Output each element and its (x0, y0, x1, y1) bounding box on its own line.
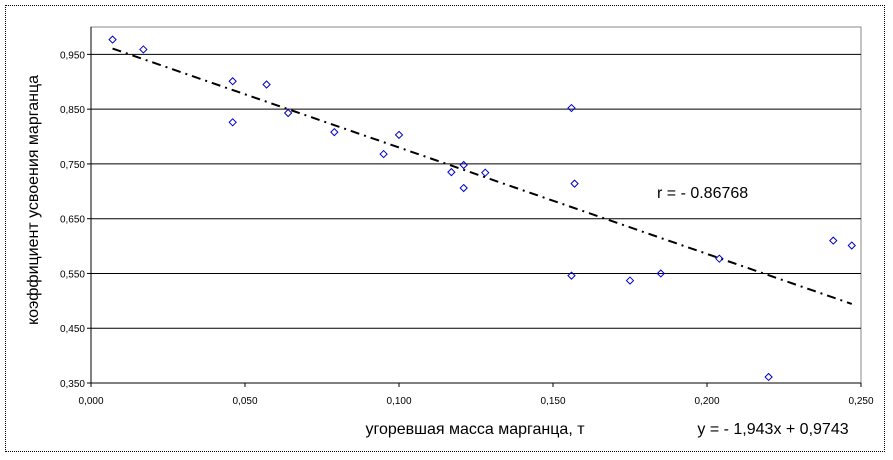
data-point (764, 372, 773, 382)
data-point (262, 80, 271, 89)
trendline-equation: y = - 1,943x + 0,9743 (697, 421, 848, 438)
y-axis-label: коэффициент усвоения марганца (25, 75, 42, 325)
data-point (829, 236, 838, 245)
data-point (847, 241, 856, 250)
y-tick-label: 0,950 (60, 50, 85, 61)
data-point (228, 77, 237, 86)
x-tick-label: 0,200 (694, 396, 719, 407)
data-point (459, 183, 468, 193)
x-tick-label: 0,100 (386, 396, 411, 407)
data-point (715, 254, 724, 263)
y-tick-label: 0,750 (60, 160, 85, 171)
data-point (447, 167, 456, 177)
data-point (108, 35, 117, 44)
x-axis-label: угоревшая масса марганца, т (365, 421, 585, 438)
data-point (394, 130, 404, 140)
x-tick-label: 0,050 (232, 396, 257, 407)
data-point (459, 160, 468, 170)
y-tick-label: 0,350 (60, 379, 85, 390)
y-tick-label: 0,450 (60, 324, 85, 335)
data-point (625, 276, 635, 285)
x-tick-label: 0,000 (78, 396, 103, 407)
trendline (112, 47, 853, 305)
data-point (481, 168, 490, 177)
data-point (330, 127, 339, 137)
data-point (228, 118, 237, 127)
correlation-annotation: r = - 0.86768 (657, 185, 748, 202)
data-point (379, 149, 388, 159)
y-tick-label: 0,550 (60, 269, 85, 280)
chart-frame (5, 5, 885, 452)
data-point (656, 269, 666, 278)
data-point (567, 271, 576, 280)
data-point (139, 45, 148, 54)
data-point (570, 179, 579, 188)
y-tick-label: 0,850 (60, 105, 85, 116)
y-tick-label: 0,650 (60, 215, 85, 226)
data-point (567, 103, 576, 113)
x-tick-label: 0,150 (540, 396, 565, 407)
data-point (283, 108, 293, 118)
x-tick-label: 0,250 (848, 396, 873, 407)
